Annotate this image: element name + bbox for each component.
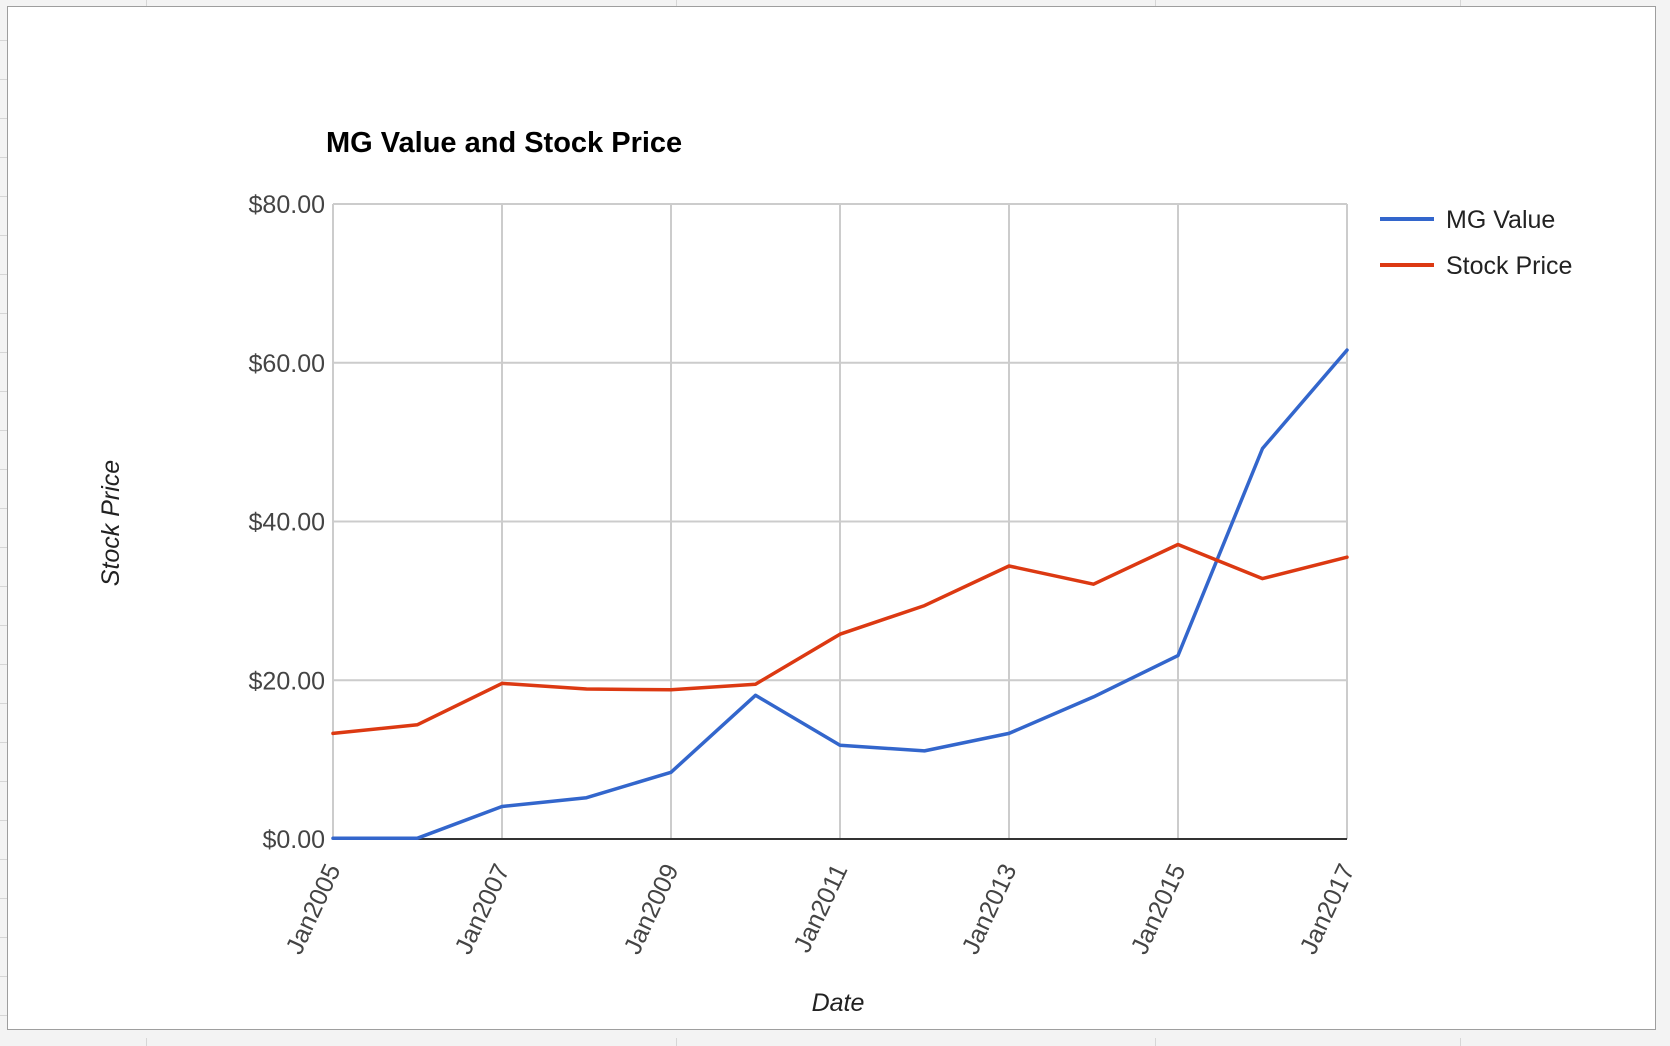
x-tick-label: Jan2009 [619,860,685,959]
x-axis-title: Date [812,989,865,1017]
x-tick-label: Jan2007 [450,860,516,959]
x-tick-label: Jan2015 [1126,860,1192,959]
row-gridline [0,976,8,977]
row-gridline [0,508,8,509]
row-gridline [0,820,8,821]
y-tick-label: $0.00 [262,826,325,854]
x-tick-label: Jan2017 [1295,860,1361,959]
row-gridline [0,937,8,938]
legend-label: Stock Price [1446,252,1572,280]
row-gridline [0,118,8,119]
gridlines [332,203,1348,839]
row-gridline [0,196,8,197]
y-axis-tick-labels: $0.00 $20.00 $40.00 $60.00 $80.00 [249,191,325,854]
row-gridline [0,79,8,80]
row-gridline [0,781,8,782]
legend-item-mg-value: MG Value [1380,206,1555,234]
row-gridline [0,352,8,353]
y-tick-label: $40.00 [249,509,325,537]
row-gridline [0,547,8,548]
row-gridline [0,313,8,314]
legend: MG Value Stock Price [1380,206,1572,280]
row-gridline [0,742,8,743]
y-tick-label: $60.00 [249,350,325,378]
x-tick-label: Jan2005 [281,860,347,959]
row-gridline [0,859,8,860]
y-axis-title: Stock Price [97,460,125,586]
column-gridline [1155,0,1156,8]
x-axis-tick-labels: Jan2005 Jan2007 Jan2009 Jan2011 Jan2013 Jan20… [281,860,1361,959]
row-gridline [0,586,8,587]
row-gridline [0,664,8,665]
row-gridline [0,274,8,275]
column-gridline [1460,0,1461,8]
column-gridline [146,0,147,8]
row-gridline [0,157,8,158]
series-line-mg-value [331,348,1349,840]
x-tick-label: Jan2011 [788,860,853,957]
row-gridline [0,703,8,704]
column-gridline [1155,1038,1156,1046]
row-gridline [0,898,8,899]
row-gridline [0,1015,8,1016]
column-gridline [676,1038,677,1046]
series-line-stock-price [331,542,1349,736]
row-gridline [0,625,8,626]
row-gridline [0,235,8,236]
column-gridline [146,1038,147,1046]
legend-item-stock-price: Stock Price [1380,252,1572,280]
y-tick-label: $80.00 [249,191,325,219]
x-tick-label: Jan2013 [957,860,1023,959]
chart-title: MG Value and Stock Price [326,127,682,159]
legend-label: MG Value [1446,206,1555,234]
row-gridline [0,391,8,392]
y-tick-label: $20.00 [249,667,325,695]
column-gridline [676,0,677,8]
row-gridline [0,469,8,470]
row-gridline [0,430,8,431]
row-gridline [0,40,8,41]
column-gridline [1460,1038,1461,1046]
embedded-chart[interactable] [7,6,1656,1030]
series-lines [331,348,1349,840]
